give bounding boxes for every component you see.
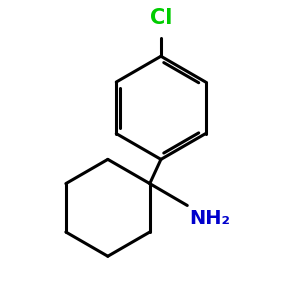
Text: Cl: Cl (150, 8, 172, 28)
Text: NH₂: NH₂ (189, 208, 230, 228)
